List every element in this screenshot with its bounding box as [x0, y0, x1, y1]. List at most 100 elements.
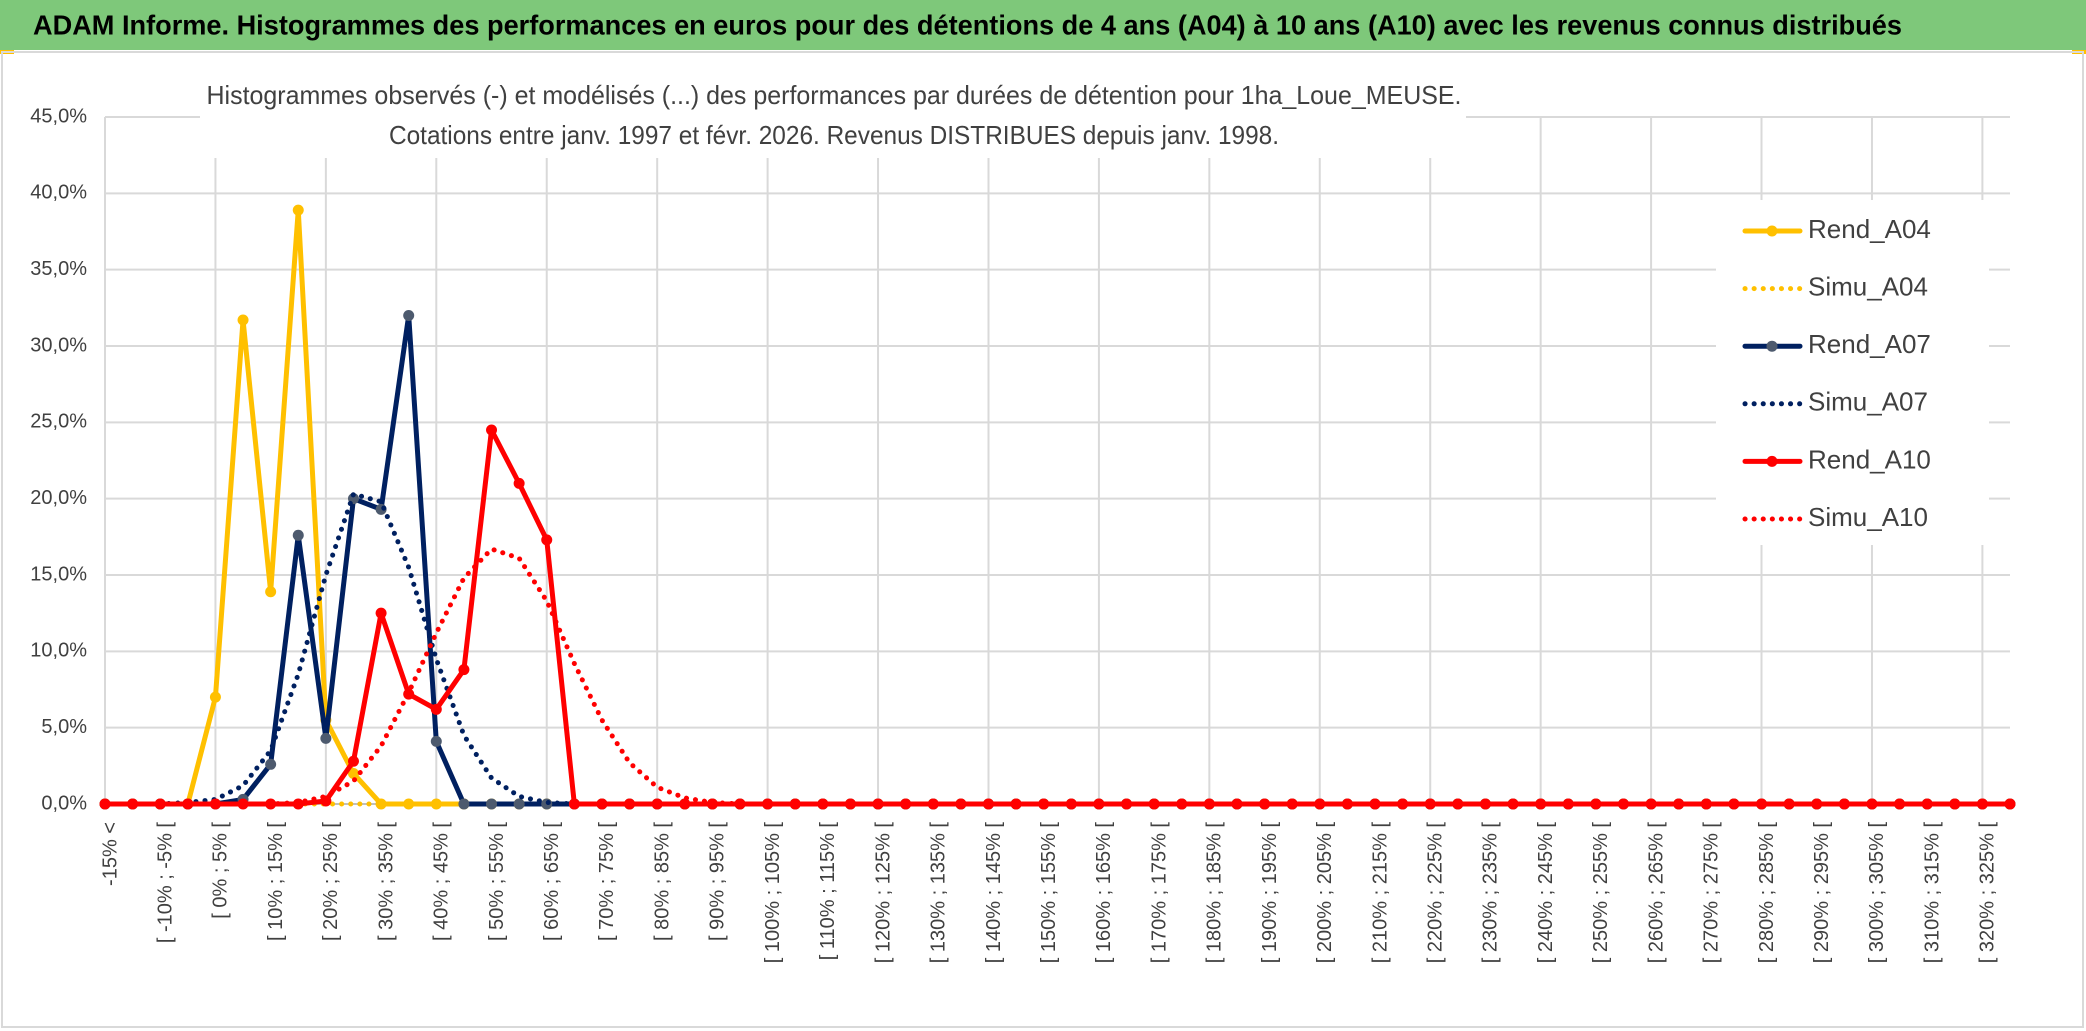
chart-title: Histogrammes observés (-) et modélisés (… [207, 80, 1462, 110]
x-tick-label: [ 210% ; 215% [ [1369, 822, 1391, 964]
marker [458, 664, 470, 676]
y-tick-label: 45,0% [30, 105, 87, 127]
marker [347, 767, 359, 779]
marker [1038, 798, 1050, 810]
marker [2004, 798, 2016, 810]
marker [403, 309, 415, 321]
title-background [200, 78, 1466, 158]
y-tick-label: 20,0% [30, 487, 87, 509]
marker [624, 798, 636, 810]
marker [679, 798, 691, 810]
x-tick-label: [ 260% ; 265% [ [1645, 822, 1667, 964]
x-tick-label: [ 230% ; 235% [ [1480, 822, 1502, 964]
marker [651, 798, 663, 810]
marker [486, 798, 498, 810]
series-line [102, 546, 2013, 807]
x-tick-label: [ 100% ; 105% [ [762, 822, 784, 964]
x-tick-label: [ 50% ; 55% [ [486, 822, 508, 941]
marker [541, 534, 553, 546]
y-tick-label: 30,0% [30, 334, 87, 356]
y-tick-label: 10,0% [30, 640, 87, 662]
x-tick-label: [ 310% ; 315% [ [1921, 822, 1943, 964]
x-tick-label: [ -10% ; -5% [ [154, 822, 176, 944]
marker [513, 798, 525, 810]
x-tick-label: [ 190% ; 195% [ [1259, 822, 1281, 964]
y-tick-label: 40,0% [30, 182, 87, 204]
x-tick-label: [ 0% ; 5% [ [210, 822, 232, 919]
x-tick-label: [ 60% ; 65% [ [541, 822, 563, 941]
x-tick-label: [ 70% ; 75% [ [596, 822, 618, 941]
marker [1949, 798, 1961, 810]
marker [347, 755, 359, 767]
x-tick-label: [ 320% ; 325% [ [1977, 822, 1999, 964]
marker [1894, 798, 1906, 810]
y-tick-label: 0,0% [41, 792, 87, 814]
marker [1231, 798, 1243, 810]
legend-label: Rend_A10 [1808, 444, 1931, 474]
legend-marker [1766, 225, 1778, 237]
x-tick-label: [ 140% ; 145% [ [983, 822, 1005, 964]
marker [430, 798, 442, 810]
x-tick-label: [ 250% ; 255% [ [1590, 822, 1612, 964]
plot [99, 204, 2016, 810]
marker [403, 798, 415, 810]
header-title: ADAM Informe. Histogrammes des performan… [33, 9, 1902, 40]
marker [1341, 798, 1353, 810]
legend-label: Simu_A10 [1808, 502, 1928, 532]
x-tick-label: [ 130% ; 135% [ [928, 822, 950, 964]
x-tick-label: [ 270% ; 275% [ [1701, 822, 1723, 964]
marker [292, 204, 304, 216]
marker [513, 477, 525, 489]
marker [375, 798, 387, 810]
y-tick-label: 25,0% [30, 411, 87, 433]
marker [1065, 798, 1077, 810]
marker [486, 424, 498, 436]
legend-label: Rend_A07 [1808, 329, 1931, 359]
y-tick-label: 35,0% [30, 258, 87, 280]
grid: 0,0% 5,0% 10,0% 15,0% 20,0% 25,0% 30,0% 35,0% 40… [30, 105, 2010, 963]
x-tick-label: [ 300% ; 305% [ [1866, 822, 1888, 964]
marker [1121, 798, 1133, 810]
x-tick-label: [ 40% ; 45% [ [431, 822, 453, 941]
marker [265, 758, 277, 770]
marker [375, 607, 387, 619]
y-tick-label: 15,0% [30, 563, 87, 585]
marker [1921, 798, 1933, 810]
marker [1314, 798, 1326, 810]
marker [1286, 798, 1298, 810]
marker [320, 732, 332, 744]
header-bar [0, 0, 2086, 50]
x-tick-label: -15% < [99, 822, 121, 886]
legend-label: Simu_A07 [1808, 387, 1928, 417]
marker [1866, 798, 1878, 810]
x-tick-label: [ 180% ; 185% [ [1204, 822, 1226, 964]
marker [1976, 798, 1988, 810]
x-tick-label: [ 30% ; 35% [ [375, 822, 397, 941]
marker [1203, 798, 1215, 810]
x-tick-label: [ 240% ; 245% [ [1535, 822, 1557, 964]
chart-frame [1, 51, 2084, 1028]
marker [1838, 798, 1850, 810]
marker [596, 798, 608, 810]
x-tick-label: [ 90% ; 95% [ [707, 822, 729, 941]
x-tick-label: [ 160% ; 165% [ [1093, 822, 1115, 964]
x-tick-label: [ 20% ; 25% [ [320, 822, 342, 941]
marker [430, 703, 442, 715]
marker [209, 691, 221, 703]
marker [1176, 798, 1188, 810]
marker [430, 735, 442, 747]
x-tick-label: [ 150% ; 155% [ [1038, 822, 1060, 964]
y-tick-label: 5,0% [41, 716, 87, 738]
marker [292, 529, 304, 541]
marker [1259, 798, 1271, 810]
x-tick-label: [ 120% ; 125% [ [872, 822, 894, 964]
legend-background [1716, 200, 1989, 545]
x-tick-label: [ 10% ; 15% [ [265, 822, 287, 941]
legend-label: Simu_A04 [1808, 271, 1928, 301]
x-tick-label: [ 220% ; 225% [ [1424, 822, 1446, 964]
marker [568, 798, 580, 810]
x-tick-label: [ 110% ; 115% [ [817, 822, 839, 961]
x-tick-label: [ 200% ; 205% [ [1314, 822, 1336, 964]
marker [1093, 798, 1105, 810]
